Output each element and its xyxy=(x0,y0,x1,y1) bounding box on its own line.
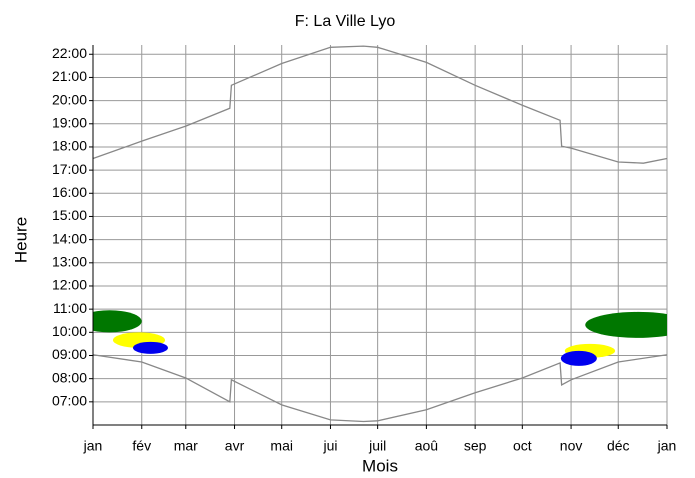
y-tick-label: 09:00 xyxy=(52,346,87,362)
y-tick-label: 19:00 xyxy=(52,114,87,130)
grid xyxy=(89,45,668,429)
x-tick-label: mar xyxy=(174,438,198,454)
y-tick-label: 22:00 xyxy=(52,45,87,61)
lines xyxy=(92,45,668,423)
chart-title: F: La Ville Lyo xyxy=(295,13,396,30)
x-tick-label: déc xyxy=(607,438,630,454)
x-tick-label: nov xyxy=(560,438,583,454)
x-tick-label: jui xyxy=(322,438,337,454)
series-line xyxy=(92,45,668,164)
x-tick-label: jan xyxy=(83,438,103,454)
y-tick-label: 16:00 xyxy=(52,184,87,200)
y-tick-label: 11:00 xyxy=(53,300,87,316)
region xyxy=(585,311,667,338)
areas xyxy=(93,310,667,366)
x-axis-label: Mois xyxy=(362,456,398,475)
region xyxy=(560,350,597,366)
y-tick-label: 12:00 xyxy=(52,277,87,293)
y-axis-label: Heure xyxy=(11,217,30,263)
x-tick-label: oct xyxy=(513,438,532,454)
x-tick-label: avr xyxy=(225,438,245,454)
y-tick-label: 14:00 xyxy=(52,230,87,246)
x-tick-label: fév xyxy=(132,438,151,454)
x-tick-label: juil xyxy=(368,438,386,454)
x-tick-label: aoû xyxy=(415,438,438,454)
y-tick-label: 15:00 xyxy=(52,207,87,223)
y-tick-label: 21:00 xyxy=(52,68,87,84)
series-line xyxy=(92,354,668,423)
x-tick-label: mai xyxy=(270,438,293,454)
y-tick-label: 13:00 xyxy=(52,254,87,270)
y-tick-label: 17:00 xyxy=(52,161,87,177)
y-tick-label: 20:00 xyxy=(52,91,87,107)
y-tick-label: 08:00 xyxy=(52,369,87,385)
x-tick-label: jan xyxy=(657,438,677,454)
region xyxy=(93,310,142,333)
y-tick-label: 10:00 xyxy=(52,323,87,339)
y-tick-label: 07:00 xyxy=(52,393,87,409)
x-tick-label: sep xyxy=(464,438,487,454)
y-tick-label: 18:00 xyxy=(52,138,87,154)
region xyxy=(132,341,169,354)
